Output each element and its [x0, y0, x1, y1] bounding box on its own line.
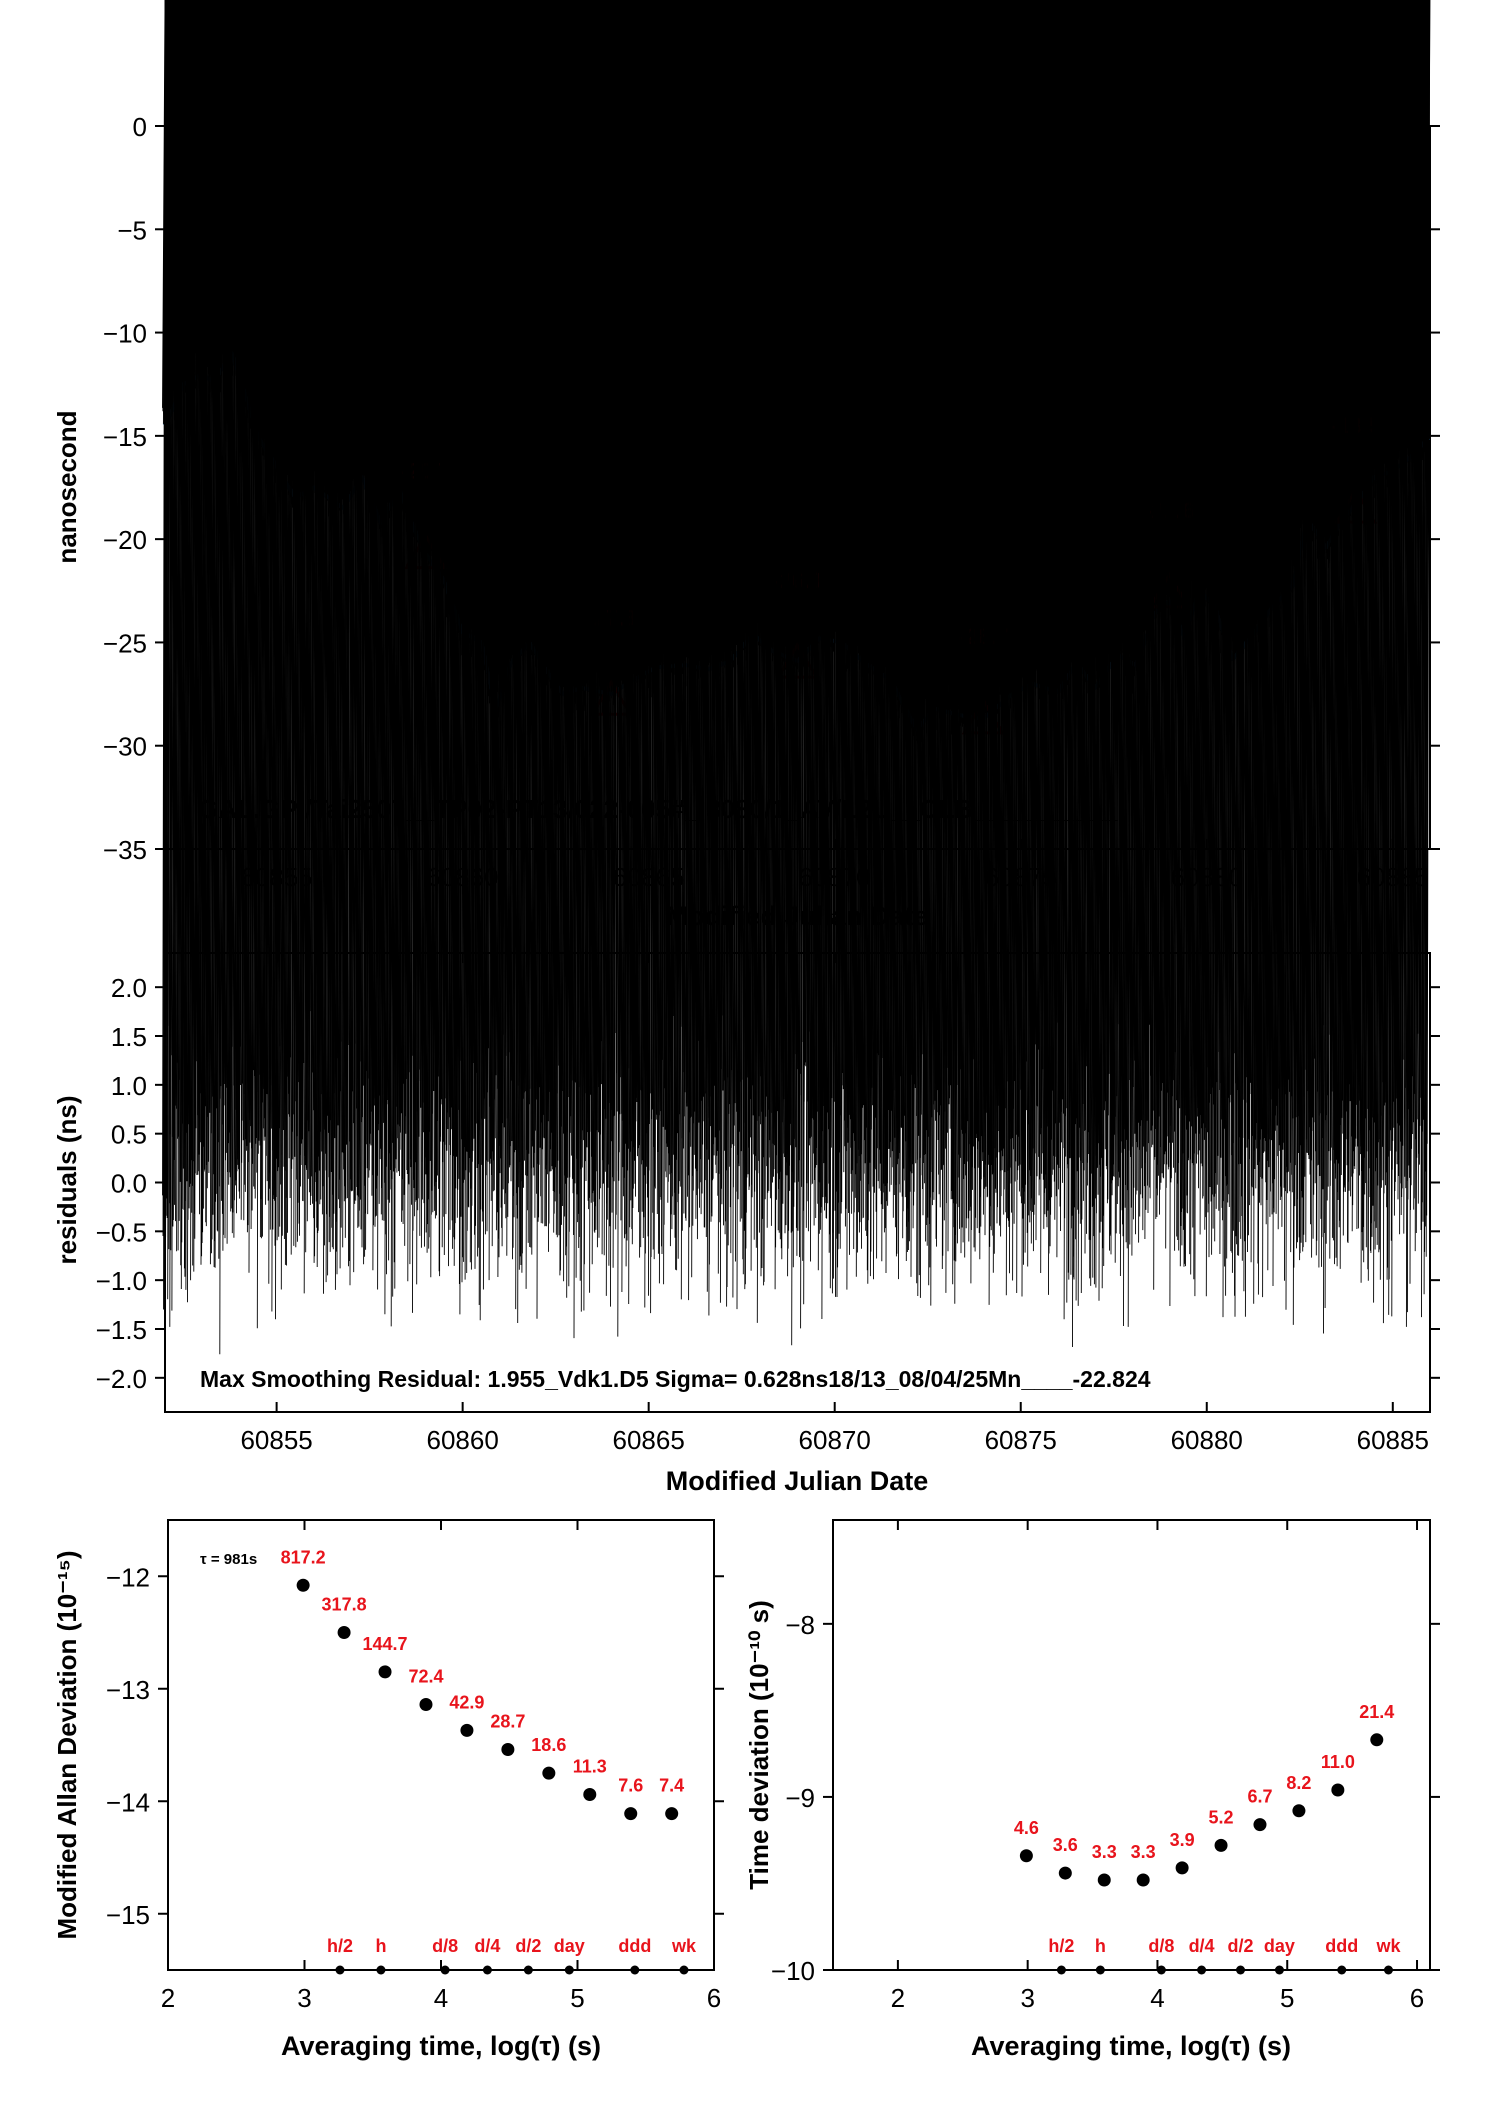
offset-ylabel: nanosecond	[52, 410, 82, 563]
y-tick-label: −35	[103, 835, 147, 865]
y-tick-label: 0	[133, 112, 147, 142]
y-tick-label: −10	[103, 319, 147, 349]
y-tick-label: −20	[103, 525, 147, 555]
y-tick-label: −5	[117, 215, 147, 245]
y-tick-label: −25	[103, 628, 147, 658]
y-tick-label: −30	[103, 732, 147, 762]
residuals-panel: 60855 60860 60865 60870 60875 60880 608852.01.…	[52, 1, 1440, 1496]
y-tick-label: −15	[103, 422, 147, 452]
